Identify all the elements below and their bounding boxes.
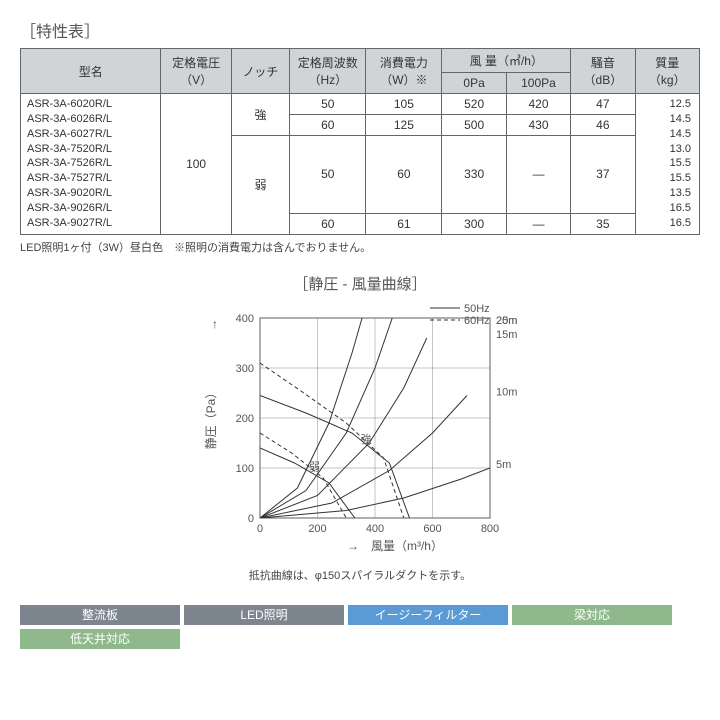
th-mass: 質量 （kg） xyxy=(635,49,699,94)
notch-high: 強 xyxy=(231,94,290,136)
db: 47 xyxy=(571,94,635,115)
hz: 50 xyxy=(290,136,366,214)
notch-low: 弱 xyxy=(231,136,290,235)
a100: ― xyxy=(506,213,570,234)
a100: 420 xyxy=(506,94,570,115)
hz: 60 xyxy=(290,213,366,234)
svg-text:400: 400 xyxy=(366,523,384,535)
badge: イージーフィルター xyxy=(348,605,508,625)
svg-text:10m: 10m xyxy=(496,386,517,398)
svg-text:弱: 弱 xyxy=(309,460,320,473)
svg-text:↑: ↑ xyxy=(212,317,218,331)
w: 105 xyxy=(366,94,442,115)
chart-title: ［静圧 - 風量曲線］ xyxy=(20,273,700,294)
th-power: 消費電力 （W）※ xyxy=(366,49,442,94)
w: 125 xyxy=(366,115,442,136)
a0: 300 xyxy=(442,213,506,234)
svg-text:0: 0 xyxy=(248,513,254,525)
svg-text:静圧（Pa）: 静圧（Pa） xyxy=(204,386,218,449)
svg-text:→ 風量（m³/h）: → 風量（m³/h） xyxy=(347,539,443,553)
db: 46 xyxy=(571,115,635,136)
th-noise: 騒音 （dB） xyxy=(571,49,635,94)
a100: ― xyxy=(506,136,570,214)
a100: 430 xyxy=(506,115,570,136)
th-freq: 定格周波数 （Hz） xyxy=(290,49,366,94)
table-title: ［特性表］ xyxy=(20,18,700,42)
svg-text:200: 200 xyxy=(308,523,326,535)
svg-text:0: 0 xyxy=(257,523,263,535)
svg-text:200: 200 xyxy=(236,413,254,425)
db: 37 xyxy=(571,136,635,214)
svg-text:5m: 5m xyxy=(496,459,511,471)
spec-table: 型名 定格電圧 （V） ノッチ 定格周波数 （Hz） 消費電力 （W）※ 風 量… xyxy=(20,48,700,235)
svg-text:強: 強 xyxy=(361,433,372,446)
badge: 梁対応 xyxy=(512,605,672,625)
svg-text:100: 100 xyxy=(236,463,254,475)
db: 35 xyxy=(571,213,635,234)
svg-text:50Hz: 50Hz xyxy=(464,303,490,315)
a0: 330 xyxy=(442,136,506,214)
w: 60 xyxy=(366,136,442,214)
pressure-airflow-chart: 020040060080001002003004005m10m15m20m25m… xyxy=(190,298,530,558)
badge: 整流板 xyxy=(20,605,180,625)
a0: 520 xyxy=(442,94,506,115)
svg-text:400: 400 xyxy=(236,313,254,325)
th-100pa: 100Pa xyxy=(506,73,570,94)
th-voltage: 定格電圧 （V） xyxy=(161,49,231,94)
footnote: LED照明1ヶ付（3W）昼白色 ※照明の消費電力は含んでおりません。 xyxy=(20,239,700,255)
a0: 500 xyxy=(442,115,506,136)
th-airflow: 風 量（㎥/h） xyxy=(442,49,571,73)
hz: 50 xyxy=(290,94,366,115)
feature-badges: 整流板LED照明イージーフィルター梁対応低天井対応 xyxy=(20,605,700,649)
th-model: 型名 xyxy=(21,49,161,94)
model-cell: ASR-3A-6020R/LASR-3A-6026R/LASR-3A-6027R… xyxy=(21,94,161,235)
chart-note: 抵抗曲線は、φ150スパイラルダクトを示す。 xyxy=(20,567,700,583)
svg-text:25m: 25m xyxy=(496,315,517,327)
svg-text:15m: 15m xyxy=(496,329,517,341)
th-0pa: 0Pa xyxy=(442,73,506,94)
voltage-cell: 100 xyxy=(161,94,231,235)
badge: LED照明 xyxy=(184,605,344,625)
w: 61 xyxy=(366,213,442,234)
svg-text:600: 600 xyxy=(423,523,441,535)
mass-cell: 12.514.514.513.015.515.513.516.516.5 xyxy=(635,94,699,235)
th-notch: ノッチ xyxy=(231,49,290,94)
svg-text:60Hz: 60Hz xyxy=(464,315,490,327)
hz: 60 xyxy=(290,115,366,136)
svg-text:300: 300 xyxy=(236,363,254,375)
badge: 低天井対応 xyxy=(20,629,180,649)
svg-text:800: 800 xyxy=(481,523,499,535)
